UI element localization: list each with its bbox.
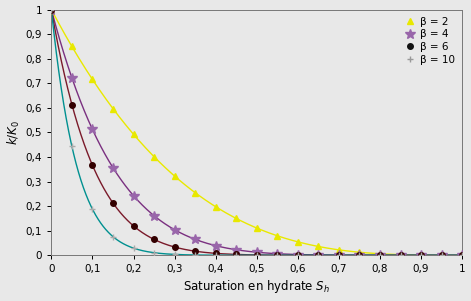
X-axis label: Saturation en hydrate $S_h$: Saturation en hydrate $S_h$ [183, 278, 330, 296]
Y-axis label: $k/K_0$: $k/K_0$ [6, 120, 22, 145]
Legend: β = 2, β = 4, β = 6, β = 10: β = 2, β = 4, β = 6, β = 10 [403, 15, 457, 67]
